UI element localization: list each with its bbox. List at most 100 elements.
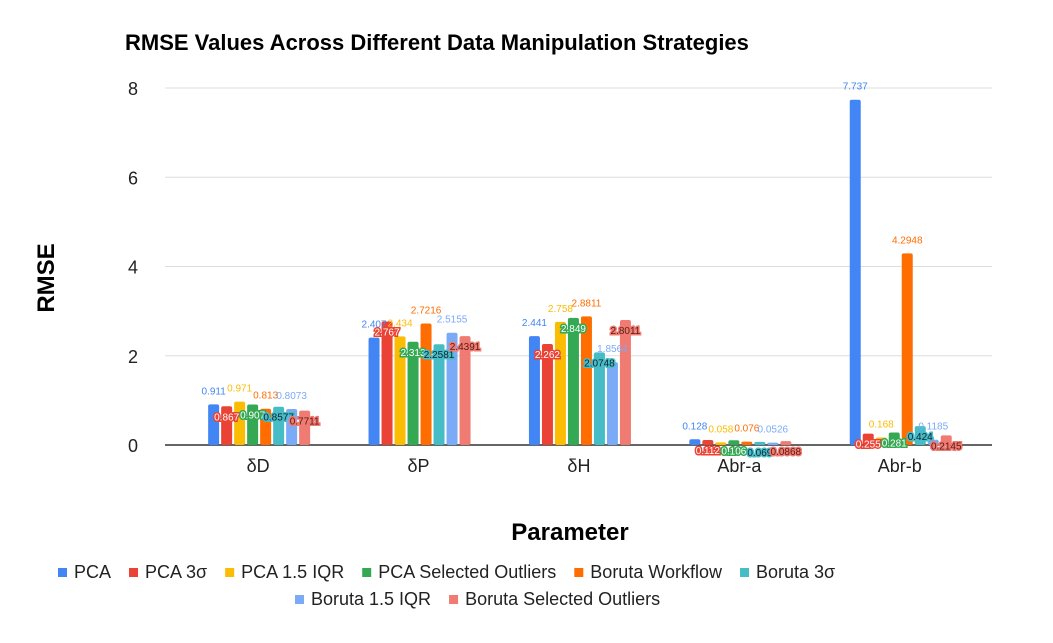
y-axis-label: RMSE: [33, 243, 60, 312]
data-label: 2.758: [548, 304, 573, 315]
data-label: 0.971: [227, 384, 252, 395]
data-label: 2.7216: [411, 306, 442, 317]
x-tick-label: Abr-b: [878, 456, 922, 476]
data-label: 2.5155: [437, 315, 468, 326]
data-label: 0.813: [253, 391, 278, 402]
bar: [394, 336, 406, 445]
bar: [286, 408, 298, 445]
bar: [728, 440, 740, 445]
bar: [619, 320, 631, 445]
bar: [368, 337, 380, 445]
x-axis-label: Parameter: [511, 519, 628, 546]
bar: [446, 332, 458, 445]
bar: [780, 441, 792, 445]
data-label: 2.434: [388, 318, 413, 329]
bar: [234, 401, 246, 445]
data-label: 7.737: [843, 82, 868, 93]
legend-swatch: [129, 568, 139, 577]
bar: [433, 344, 445, 445]
legend-label: Boruta Workflow: [590, 562, 723, 582]
data-label: 0.281: [882, 438, 907, 449]
data-label: 2.849: [561, 324, 586, 335]
bar: [901, 253, 913, 445]
legend-swatch: [225, 568, 235, 577]
bar: [299, 410, 311, 445]
bar: [567, 317, 579, 445]
bar: [702, 440, 714, 445]
data-label: 0.255: [856, 440, 881, 451]
data-label: 2.0748: [584, 358, 615, 369]
data-label: 0.058: [708, 424, 733, 435]
x-tick-label: Abr-a: [717, 456, 762, 476]
data-label: 4.2948: [892, 235, 923, 246]
legend-label: PCA: [74, 562, 111, 582]
data-label: 0.076: [734, 424, 759, 435]
legend-swatch: [574, 568, 584, 577]
y-tick-label: 0: [128, 436, 138, 456]
bar: [593, 352, 605, 445]
x-tick-label: δD: [247, 456, 270, 476]
y-tick-label: 2: [128, 347, 138, 367]
data-label: 2.4391: [450, 342, 481, 353]
y-tick-label: 6: [128, 168, 138, 188]
bar: [940, 435, 952, 445]
bar: [580, 316, 592, 445]
legend-label: PCA 3σ: [145, 562, 207, 582]
bar: [927, 439, 939, 445]
bar: [381, 321, 393, 445]
legend-swatch: [58, 568, 67, 577]
data-label: 2.262: [535, 350, 560, 361]
data-label: 2.441: [522, 318, 547, 329]
x-tick-label: δP: [408, 456, 430, 476]
data-label: 0.069: [747, 448, 772, 459]
data-label: 0.424: [908, 432, 933, 443]
bar: [741, 441, 753, 445]
legend-label: PCA 1.5 IQR: [241, 562, 344, 582]
legend-swatch: [295, 595, 304, 604]
data-label: 0.2145: [931, 441, 962, 452]
bar: [914, 426, 926, 445]
data-label: 0.907: [240, 411, 265, 422]
bar: [407, 341, 419, 445]
bar: [862, 433, 874, 445]
bar: [888, 432, 900, 445]
data-label: 0.106: [721, 446, 746, 457]
bar: [420, 323, 432, 445]
bar: [849, 99, 861, 445]
bar: [208, 404, 220, 445]
legend-swatch: [740, 568, 750, 577]
data-label: 0.168: [869, 420, 894, 431]
bar: [541, 344, 553, 445]
data-label: 0.8073: [276, 391, 307, 402]
data-label: 1.8564: [597, 344, 628, 355]
y-tick-label: 8: [128, 79, 138, 99]
data-label: 2.2581: [424, 350, 455, 361]
data-label: 2.407: [362, 320, 387, 331]
bar: [554, 321, 566, 445]
bar: [273, 406, 285, 445]
data-label: 0.867: [214, 412, 239, 423]
data-label: 0.0526: [758, 425, 789, 436]
data-label: 2.767: [375, 328, 400, 339]
legend-swatch: [362, 568, 372, 577]
data-label: 2.8011: [611, 326, 641, 337]
data-label: 0.8577: [263, 413, 294, 424]
bar: [689, 439, 701, 445]
bar: [767, 442, 779, 445]
bar: [459, 336, 471, 445]
data-label: 0.911: [201, 386, 226, 397]
y-tick-label: 4: [128, 258, 138, 278]
bar: [606, 362, 618, 445]
bar: [528, 336, 540, 445]
chart-title: RMSE Values Across Different Data Manipu…: [125, 30, 749, 55]
legend-swatch: [449, 595, 459, 604]
data-label: 0.112: [696, 446, 721, 457]
bar: [754, 441, 766, 445]
data-label: 0.128: [682, 421, 707, 432]
legend-label: PCA Selected Outliers: [378, 562, 556, 582]
bar: [875, 437, 887, 445]
legend-label: Boruta 1.5 IQR: [311, 589, 431, 609]
x-tick-label: δH: [567, 456, 590, 476]
